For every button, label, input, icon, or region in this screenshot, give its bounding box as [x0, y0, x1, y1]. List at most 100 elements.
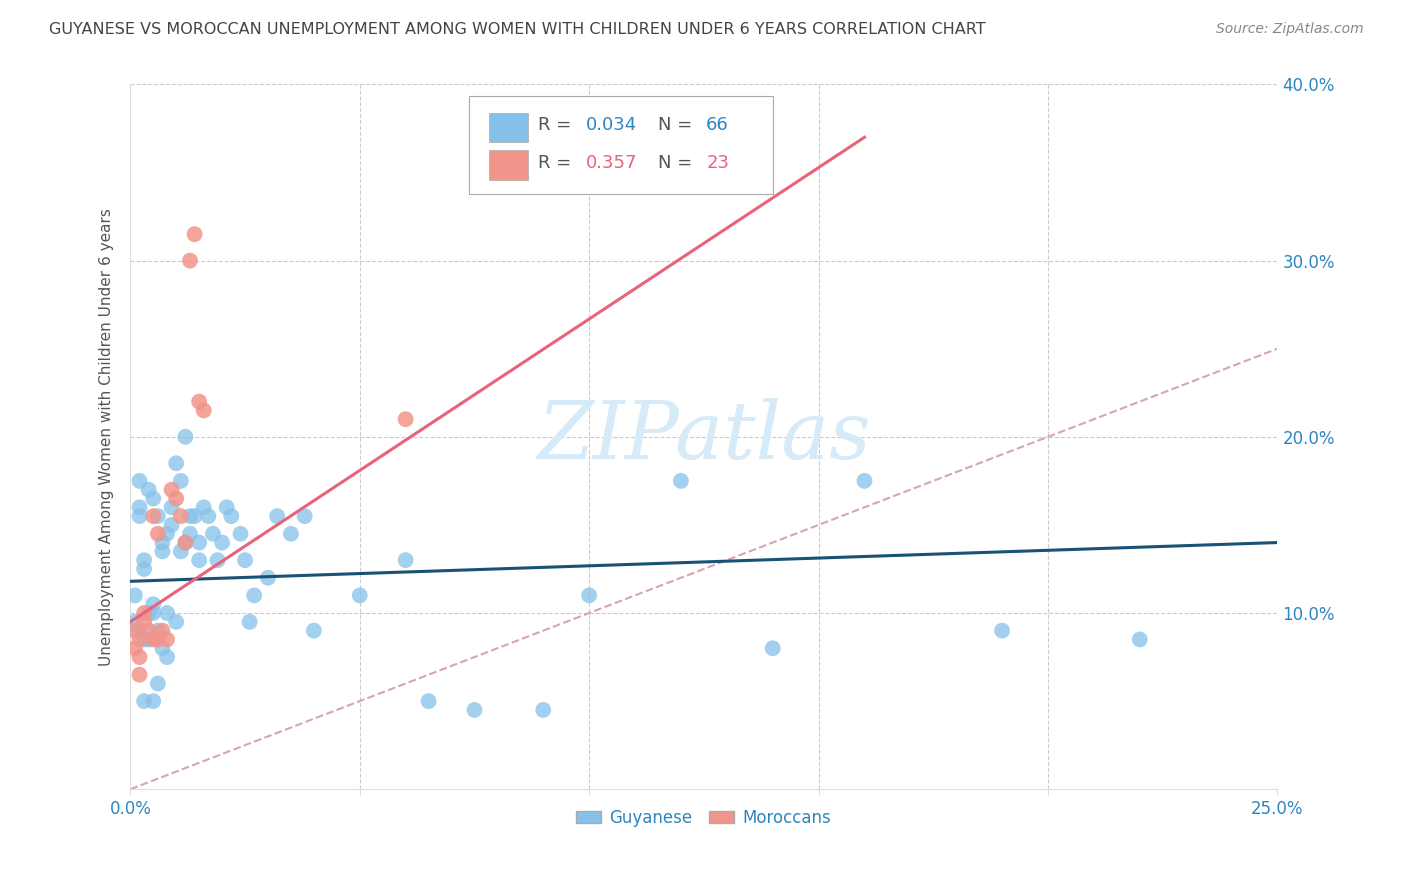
- Point: [132, 606, 155, 620]
- Point: [188, 553, 211, 567]
- Point: [233, 553, 256, 567]
- Point: [128, 632, 150, 647]
- Point: [211, 535, 233, 549]
- Point: [1129, 632, 1152, 647]
- Point: [349, 588, 371, 602]
- Point: [146, 632, 169, 647]
- Point: [165, 615, 187, 629]
- Point: [142, 491, 165, 506]
- Point: [152, 544, 174, 558]
- Point: [142, 597, 165, 611]
- Point: [132, 615, 155, 629]
- Point: [160, 500, 183, 515]
- Point: [174, 535, 197, 549]
- Point: [394, 553, 416, 567]
- Point: [142, 509, 165, 524]
- Text: R =: R =: [537, 154, 576, 172]
- Point: [418, 694, 440, 708]
- Point: [197, 509, 219, 524]
- Point: [152, 641, 174, 656]
- Point: [132, 553, 155, 567]
- Point: [463, 703, 485, 717]
- Point: [124, 615, 146, 629]
- Text: 66: 66: [706, 116, 728, 134]
- FancyBboxPatch shape: [489, 150, 529, 179]
- Point: [128, 650, 150, 665]
- Y-axis label: Unemployment Among Women with Children Under 6 years: Unemployment Among Women with Children U…: [100, 208, 114, 665]
- Point: [124, 641, 146, 656]
- Point: [156, 632, 179, 647]
- Point: [294, 509, 316, 524]
- Point: [128, 500, 150, 515]
- Point: [531, 703, 554, 717]
- Point: [183, 509, 205, 524]
- Text: 23: 23: [706, 154, 730, 172]
- Point: [188, 535, 211, 549]
- Point: [257, 571, 280, 585]
- Point: [124, 588, 146, 602]
- Point: [394, 412, 416, 426]
- Text: N =: N =: [658, 154, 697, 172]
- Point: [142, 632, 165, 647]
- Point: [132, 562, 155, 576]
- Point: [128, 624, 150, 638]
- Point: [132, 632, 155, 647]
- Point: [156, 606, 179, 620]
- Point: [138, 483, 160, 497]
- Point: [142, 606, 165, 620]
- Point: [991, 624, 1014, 638]
- Point: [229, 526, 252, 541]
- Point: [239, 615, 262, 629]
- Point: [124, 624, 146, 638]
- Point: [146, 509, 169, 524]
- Point: [152, 535, 174, 549]
- Point: [170, 544, 193, 558]
- Point: [762, 641, 785, 656]
- Point: [266, 509, 288, 524]
- Text: R =: R =: [537, 116, 576, 134]
- Point: [188, 394, 211, 409]
- FancyBboxPatch shape: [468, 96, 773, 194]
- Point: [201, 526, 224, 541]
- Point: [243, 588, 266, 602]
- Point: [146, 526, 169, 541]
- Point: [853, 474, 876, 488]
- Point: [146, 676, 169, 690]
- Point: [146, 624, 169, 638]
- Point: [215, 500, 238, 515]
- Point: [160, 517, 183, 532]
- Point: [193, 403, 215, 417]
- Point: [219, 509, 242, 524]
- Point: [156, 526, 179, 541]
- Point: [193, 500, 215, 515]
- Legend: Guyanese, Moroccans: Guyanese, Moroccans: [569, 803, 838, 834]
- Point: [280, 526, 302, 541]
- Point: [179, 526, 201, 541]
- Point: [165, 491, 187, 506]
- Point: [132, 694, 155, 708]
- Point: [138, 632, 160, 647]
- Point: [170, 509, 193, 524]
- Point: [669, 474, 692, 488]
- Point: [128, 667, 150, 681]
- Point: [165, 456, 187, 470]
- Text: 0.034: 0.034: [586, 116, 637, 134]
- Point: [170, 474, 193, 488]
- FancyBboxPatch shape: [489, 112, 529, 143]
- Point: [578, 588, 600, 602]
- Point: [174, 430, 197, 444]
- Point: [179, 509, 201, 524]
- Point: [156, 650, 179, 665]
- Point: [152, 624, 174, 638]
- Point: [302, 624, 325, 638]
- Point: [138, 606, 160, 620]
- Point: [138, 624, 160, 638]
- Point: [142, 694, 165, 708]
- Text: Source: ZipAtlas.com: Source: ZipAtlas.com: [1216, 22, 1364, 37]
- Point: [128, 509, 150, 524]
- Text: 0.357: 0.357: [586, 154, 637, 172]
- Text: GUYANESE VS MOROCCAN UNEMPLOYMENT AMONG WOMEN WITH CHILDREN UNDER 6 YEARS CORREL: GUYANESE VS MOROCCAN UNEMPLOYMENT AMONG …: [49, 22, 986, 37]
- Text: ZIPatlas: ZIPatlas: [537, 398, 870, 475]
- Point: [183, 227, 205, 242]
- Point: [160, 483, 183, 497]
